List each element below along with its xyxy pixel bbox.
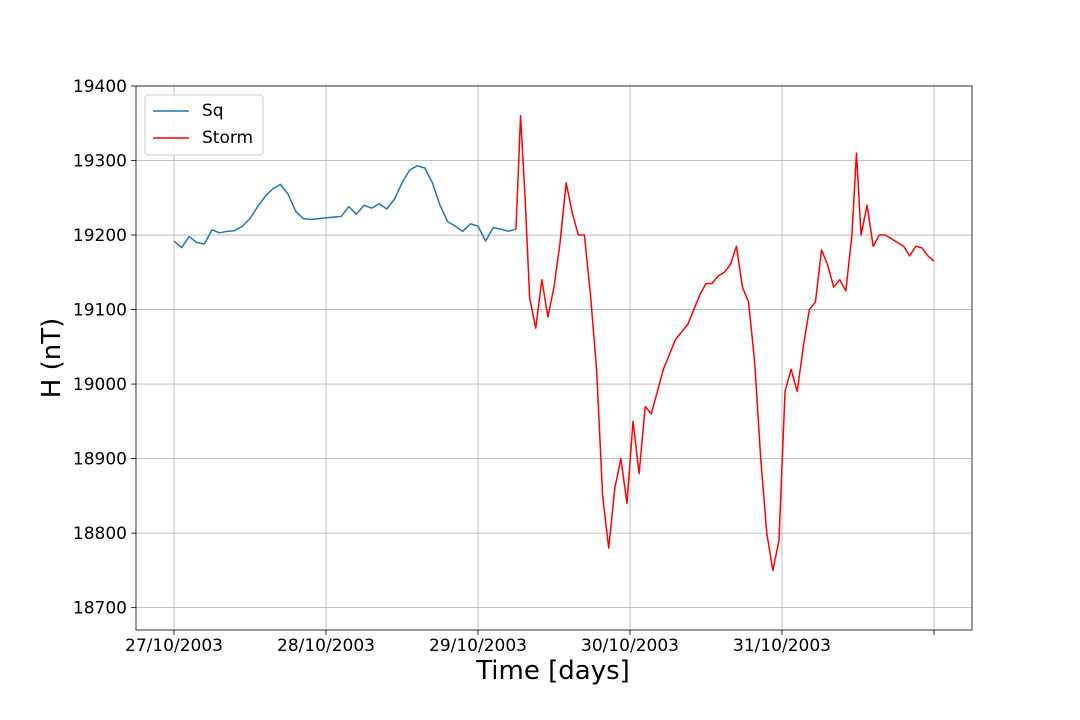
y-tick-label: 18700 [73,599,127,619]
y-tick-label: 19100 [73,301,127,321]
x-tick-label: 29/10/2003 [429,636,527,656]
y-tick-label: 19000 [73,375,127,395]
y-tick-label: 18900 [73,450,127,470]
x-tick-label: 27/10/2003 [125,636,223,656]
line-series [515,115,935,572]
x-tick-label: 31/10/2003 [733,636,831,656]
y-axis-label: H (nT) [37,318,67,398]
legend-box [144,94,264,156]
y-tick-label: 19300 [73,152,127,172]
y-tick-label: 18800 [73,524,127,544]
plot-frame [135,85,973,631]
y-tick-label: 19400 [73,77,127,97]
legend-label: Sq [202,101,224,121]
y-tick-label: 19200 [73,226,127,246]
x-tick-label: 28/10/2003 [277,636,375,656]
line-series [173,164,517,249]
legend-label: Storm [202,128,253,148]
x-tick-label: 30/10/2003 [581,636,679,656]
x-axis-label: Time [days] [475,656,630,686]
